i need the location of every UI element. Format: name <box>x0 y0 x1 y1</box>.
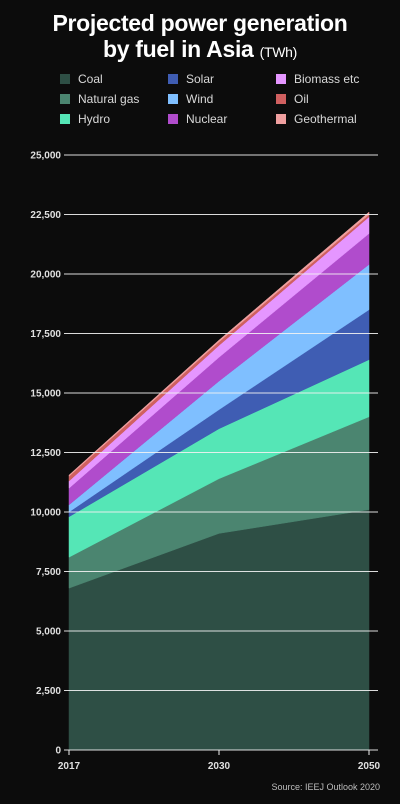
legend-item-geothermal: Geothermal <box>276 112 357 126</box>
legend-label-geothermal: Geothermal <box>294 112 357 126</box>
y-tick-label: 15,000 <box>30 389 61 400</box>
y-tick-label: 2,500 <box>36 686 61 697</box>
source-note: Source: IEEJ Outlook 2020 <box>271 782 380 792</box>
chart-title-line1: Projected power generation <box>0 10 400 37</box>
legend-item-coal: Coal <box>60 72 103 86</box>
y-tick-label: 20,000 <box>30 270 61 281</box>
y-tick-label: 17,500 <box>30 329 61 340</box>
y-tick-label: 0 <box>55 746 61 757</box>
y-tick-label: 7,500 <box>36 567 61 578</box>
legend-label-natural-gas: Natural gas <box>78 92 140 106</box>
legend-label-wind: Wind <box>186 92 214 106</box>
legend-item-natural-gas: Natural gas <box>60 92 139 106</box>
y-tick-label: 12,500 <box>30 448 61 459</box>
legend-swatch-hydro <box>60 114 70 124</box>
legend-swatch-coal <box>60 74 70 84</box>
y-tick-label: 10,000 <box>30 508 61 519</box>
legend-label-biomass-etc: Biomass etc <box>294 72 360 86</box>
title-units: (TWh) <box>259 44 298 60</box>
legend-swatch-oil <box>276 94 286 104</box>
legend-item-solar: Solar <box>168 72 214 86</box>
legend-item-wind: Wind <box>168 92 213 106</box>
legend-item-biomass-etc: Biomass etc <box>276 72 359 86</box>
legend-swatch-natural-gas <box>60 94 70 104</box>
legend-item-oil: Oil <box>276 92 309 106</box>
legend-swatch-geothermal <box>276 114 286 124</box>
legend-swatch-nuclear <box>168 114 178 124</box>
legend-label-coal: Coal <box>78 72 103 86</box>
title-line1-text: Projected power generation <box>52 10 348 36</box>
legend-swatch-solar <box>168 74 178 84</box>
legend-label-oil: Oil <box>294 92 309 106</box>
title-line2-text: by fuel in Asia <box>102 36 254 62</box>
y-tick-label: 22,500 <box>30 210 61 221</box>
y-tick-label: 25,000 <box>30 151 61 162</box>
x-tick-label: 2050 <box>358 761 381 772</box>
legend-label-solar: Solar <box>186 72 215 86</box>
legend-item-nuclear: Nuclear <box>168 112 227 126</box>
chart-title-line2: by fuel in Asia (TWh) <box>0 36 400 63</box>
x-tick-label: 2030 <box>208 761 231 772</box>
x-tick-label: 2017 <box>58 761 81 772</box>
legend-swatch-wind <box>168 94 178 104</box>
y-tick-label: 5,000 <box>36 627 61 638</box>
legend-item-hydro: Hydro <box>60 112 110 126</box>
legend-label-nuclear: Nuclear <box>186 112 228 126</box>
legend-swatch-biomass-etc <box>276 74 286 84</box>
legend-label-hydro: Hydro <box>78 112 111 126</box>
chart-legend: Coal Natural gas Hydro Solar Wind Nuclear Biom… <box>60 72 390 132</box>
